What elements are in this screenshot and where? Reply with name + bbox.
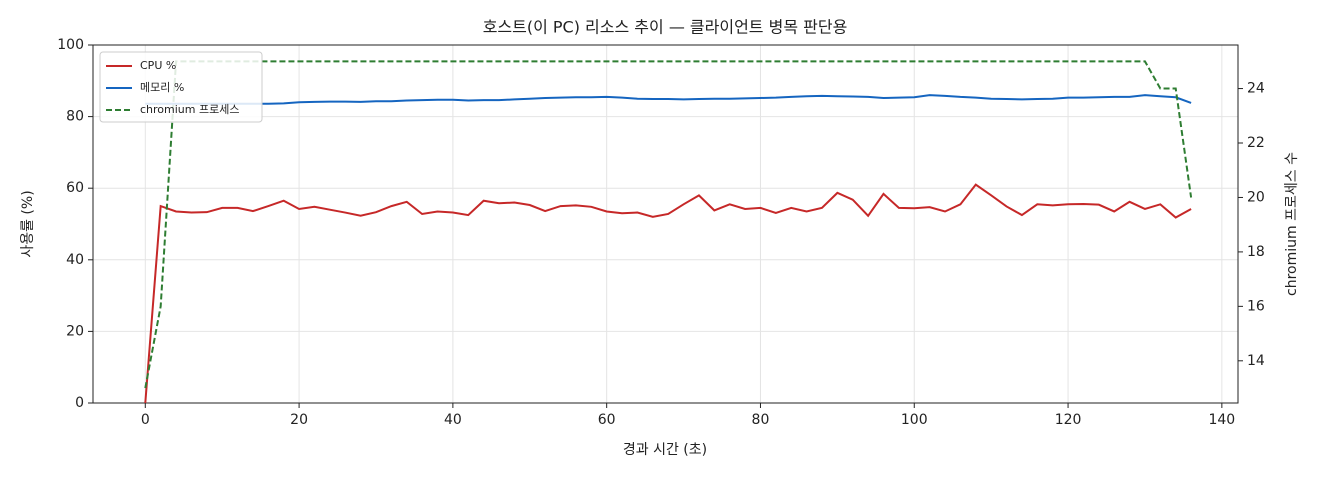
y2-tick-label: 22 bbox=[1247, 135, 1265, 151]
legend-label: CPU % bbox=[140, 59, 176, 72]
legend: CPU % 메모리 % chromium 프로세스 bbox=[99, 51, 263, 123]
y-tick-label: 80 bbox=[66, 109, 84, 125]
legend-box bbox=[99, 51, 263, 123]
y-tick-label: 100 bbox=[57, 37, 84, 53]
x-tick-label: 100 bbox=[901, 412, 928, 428]
x-tick-label: 0 bbox=[141, 412, 150, 428]
x-tick-label: 60 bbox=[598, 412, 616, 428]
x-tick-label: 140 bbox=[1208, 412, 1235, 428]
y-axis-label: 사용률 (%) bbox=[20, 190, 36, 257]
x-tick-label: 20 bbox=[290, 412, 308, 428]
x-tick-label: 40 bbox=[444, 412, 462, 428]
legend-label: chromium 프로세스 bbox=[140, 103, 239, 116]
legend-label: 메모리 % bbox=[140, 81, 184, 94]
y2-axis-label: chromium 프로세스 수 bbox=[1284, 152, 1300, 296]
data-line bbox=[145, 94, 1192, 105]
data-line bbox=[144, 183, 1192, 404]
y2-tick-label: 16 bbox=[1247, 298, 1265, 314]
data-line bbox=[144, 60, 1193, 389]
chart-title: 호스트(이 PC) 리소스 추이 — 클라이언트 병목 판단용 bbox=[483, 18, 848, 37]
y-tick-label: 60 bbox=[66, 180, 84, 196]
y-tick-label: 40 bbox=[66, 252, 84, 268]
y2-tick-label: 20 bbox=[1247, 189, 1265, 205]
x-tick-label: 120 bbox=[1055, 412, 1082, 428]
y-tick-label: 0 bbox=[75, 395, 84, 411]
y-tick-label: 20 bbox=[66, 323, 84, 339]
plot-frame bbox=[92, 44, 1239, 404]
y2-tick-label: 24 bbox=[1247, 81, 1265, 97]
x-axis-label: 경과 시간 (초) bbox=[623, 442, 707, 458]
x-tick-label: 80 bbox=[752, 412, 770, 428]
y2-tick-label: 14 bbox=[1247, 353, 1265, 369]
y2-tick-label: 18 bbox=[1247, 244, 1265, 260]
